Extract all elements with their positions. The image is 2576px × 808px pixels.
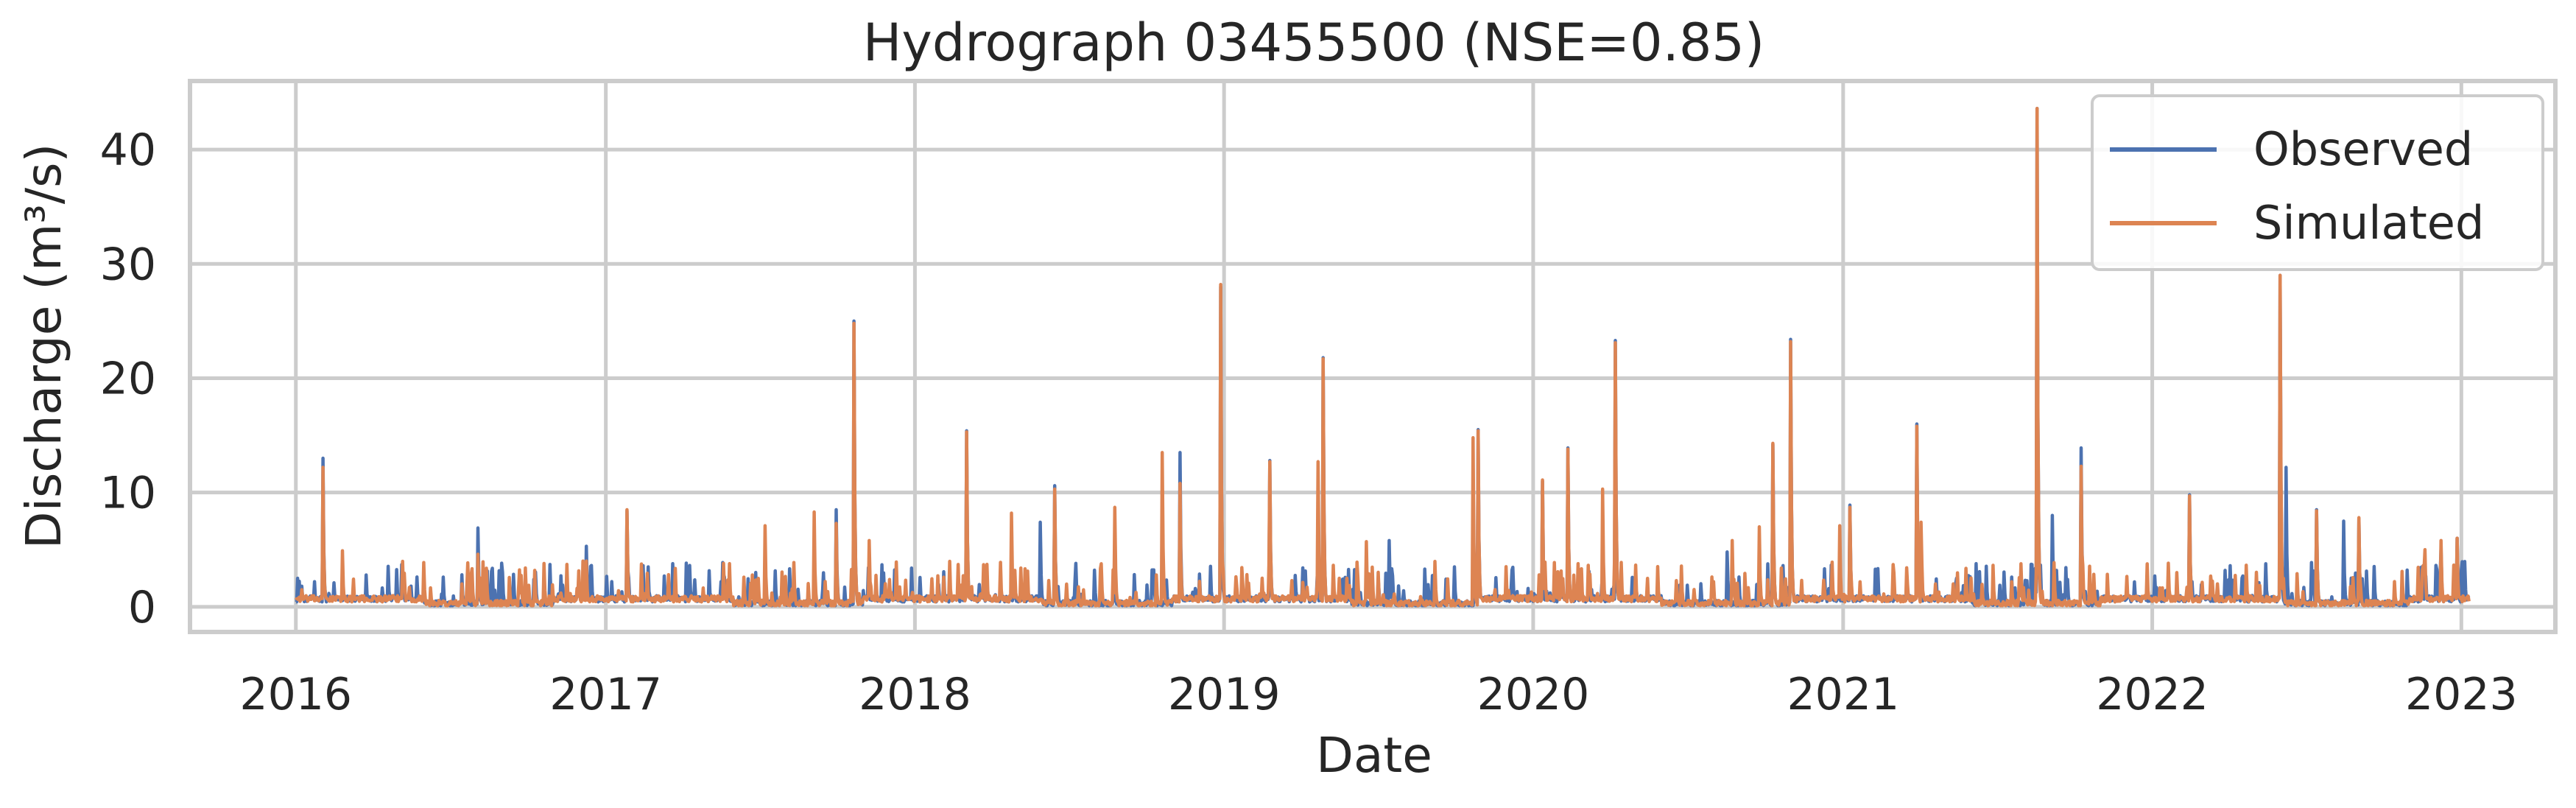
legend: Observed Simulated: [2091, 94, 2544, 271]
x-tick-labels: 2016 2017 2018 2019 2020 2021 2022 2023: [239, 669, 2517, 720]
y-tick-labels: 0 10 20 30 40: [100, 124, 156, 633]
y-tick-label: 0: [128, 582, 156, 633]
plot-frame: [188, 79, 2558, 634]
series-line-simulated: [295, 106, 2471, 608]
y-tick-label: 10: [100, 468, 156, 519]
x-tick-label: 2019: [1168, 669, 1281, 720]
legend-label-simulated: Simulated: [2253, 196, 2484, 250]
x-tick-label: 2021: [1787, 669, 1899, 720]
x-tick-label: 2017: [549, 669, 662, 720]
legend-box: [2091, 94, 2544, 271]
plot-area: [295, 106, 2471, 608]
x-tick-label: 2023: [2405, 669, 2518, 720]
x-tick-label: 2016: [239, 669, 352, 720]
y-axis-label: Discharge (m³/s): [15, 144, 72, 549]
chart-title: Hydrograph 03455500 (NSE=0.85): [863, 13, 1764, 73]
x-tick-label: 2022: [2096, 669, 2209, 720]
y-tick-label: 30: [100, 239, 156, 290]
y-tick-label: 40: [100, 124, 156, 176]
x-tick-label: 2018: [859, 669, 971, 720]
y-tick-label: 20: [100, 353, 156, 404]
x-axis-label: Date: [1316, 727, 1432, 784]
x-tick-label: 2020: [1477, 669, 1590, 720]
legend-label-observed: Observed: [2253, 122, 2473, 176]
